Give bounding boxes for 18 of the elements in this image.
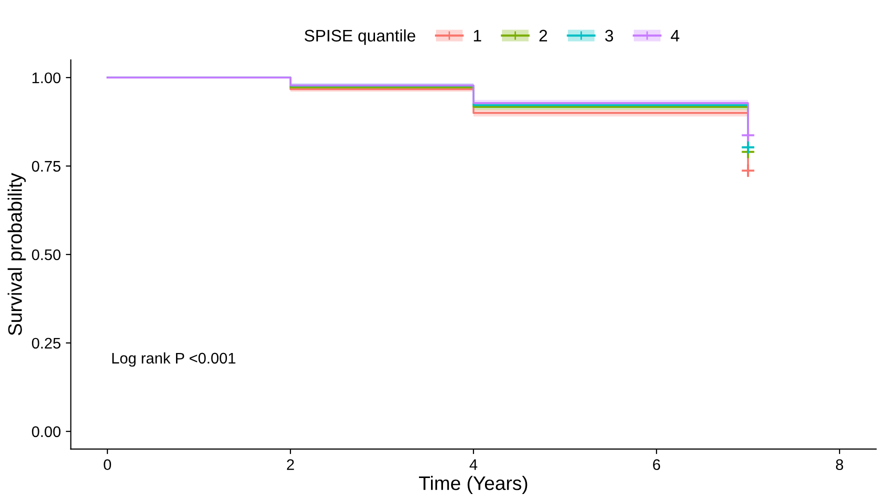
y-tick-label: 0.50 <box>32 249 60 260</box>
x-tick-label: 4 <box>470 459 478 470</box>
x-tick-label: 0 <box>104 459 112 470</box>
y-tick-label: 1.00 <box>32 72 60 84</box>
y-tick-label: 0.75 <box>32 160 60 172</box>
x-axis-title: Time (Years) <box>418 476 528 494</box>
legend-label: 2 <box>539 30 548 42</box>
legend-label: 4 <box>670 30 680 42</box>
x-tick-label: 2 <box>286 459 294 470</box>
legend-label: 3 <box>605 30 614 42</box>
legend-label: 1 <box>474 30 482 42</box>
legend-title: SPISE quantile <box>304 29 416 45</box>
annotation: Log rank P <0.001 <box>112 352 236 367</box>
y-tick-label: 0.00 <box>32 426 60 438</box>
x-tick-label: 6 <box>653 459 660 470</box>
y-tick-label: 0.25 <box>32 338 60 349</box>
x-tick-label: 8 <box>836 459 844 470</box>
y-axis-title: Survival probability <box>8 172 26 336</box>
